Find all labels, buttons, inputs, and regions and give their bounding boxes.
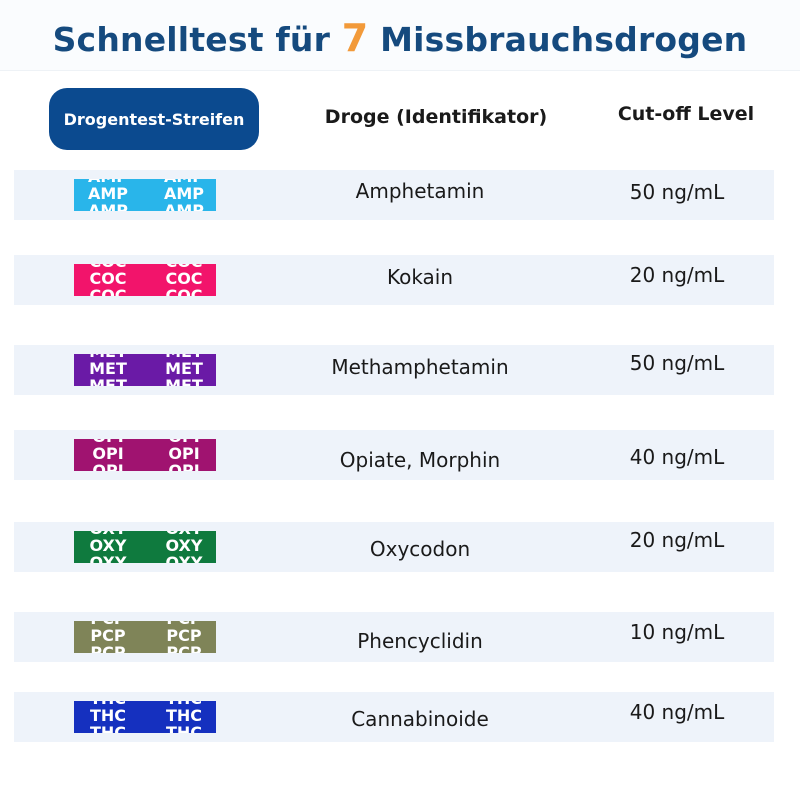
cutoff-value: 20 ng/mL bbox=[629, 263, 725, 287]
drug-name: Cannabinoide bbox=[351, 707, 489, 731]
strip-code-label: OXY bbox=[165, 536, 203, 555]
strip-code-label: COC bbox=[165, 286, 203, 297]
strip-code-label: COC bbox=[165, 269, 203, 288]
strip-code-label: OPI bbox=[92, 461, 124, 472]
strip-code-label: MET bbox=[77, 354, 139, 360]
drug-name: Methamphetamin bbox=[331, 355, 509, 379]
strip-code-label: AMP bbox=[87, 184, 129, 203]
title-prefix: Schnelltest für bbox=[52, 20, 342, 59]
strip-column-header: Drogentest-Streifen bbox=[49, 88, 259, 150]
strip-code-label: AMP bbox=[77, 179, 139, 185]
title-number: 7 bbox=[341, 16, 369, 60]
strip-code-label: MET bbox=[89, 359, 127, 378]
strip-code-label: MET bbox=[165, 359, 203, 378]
strip-code-label: PCP bbox=[77, 621, 139, 627]
page-title: Schnelltest für 7 Missbrauchsdrogen bbox=[0, 16, 800, 60]
strip-code-label: COC bbox=[89, 286, 127, 297]
strip-code-label: AMP bbox=[87, 201, 129, 212]
strip-code-label: COC bbox=[77, 264, 139, 270]
strip-code-label: MET bbox=[165, 376, 203, 387]
cutoff-value: 40 ng/mL bbox=[629, 700, 725, 724]
strip-code-label: THC bbox=[89, 706, 127, 725]
test-strip-oxy: OXYOXYOXYOXYOXYOXY bbox=[74, 531, 216, 563]
cutoff-column-header: Cut-off Level bbox=[617, 103, 755, 125]
strip-code-label: OXY bbox=[165, 553, 203, 564]
strip-code-label: PCP bbox=[153, 621, 215, 627]
strip-code-label: PCP bbox=[90, 643, 126, 654]
drug-name: Amphetamin bbox=[355, 179, 485, 203]
strip-code-label: OPI bbox=[168, 444, 200, 463]
title-bar bbox=[0, 0, 800, 71]
drug-name: Opiate, Morphin bbox=[339, 448, 501, 472]
strip-code-label: PCP bbox=[166, 626, 202, 645]
table-row: COCCOCCOCCOCCOCCOCKokain20 ng/mL bbox=[14, 255, 774, 305]
strip-code-label: OXY bbox=[89, 553, 127, 564]
test-strip-opi: OPIOPIOPIOPIOPIOPI bbox=[74, 439, 216, 471]
strip-code-label: PCP bbox=[166, 643, 202, 654]
strip-code-label: OXY bbox=[89, 536, 127, 555]
strip-code-label: COC bbox=[153, 264, 215, 270]
drug-column-header: Droge (Identifikator) bbox=[324, 106, 548, 128]
table-row: PCPPCPPCPPCPPCPPCPPhencyclidin10 ng/mL bbox=[14, 612, 774, 662]
strip-code-label: PCP bbox=[90, 626, 126, 645]
strip-code-label: OPI bbox=[77, 439, 139, 445]
test-strip-met: METMETMETMETMETMET bbox=[74, 354, 216, 386]
cutoff-value: 10 ng/mL bbox=[629, 620, 725, 644]
strip-code-label: AMP bbox=[153, 179, 215, 185]
drug-name: Oxycodon bbox=[369, 537, 471, 561]
strip-code-label: OPI bbox=[153, 439, 215, 445]
table-row: THCTHCTHCTHCTHCTHCCannabinoide40 ng/mL bbox=[14, 692, 774, 742]
cutoff-value: 50 ng/mL bbox=[629, 351, 725, 375]
test-strip-pcp: PCPPCPPCPPCPPCPPCP bbox=[74, 621, 216, 653]
strip-code-label: OPI bbox=[92, 444, 124, 463]
strip-code-label: COC bbox=[89, 269, 127, 288]
strip-code-label: OXY bbox=[77, 531, 139, 537]
strip-code-label: AMP bbox=[163, 201, 205, 212]
drug-name: Kokain bbox=[386, 265, 454, 289]
test-strip-coc: COCCOCCOCCOCCOCCOC bbox=[74, 264, 216, 296]
cutoff-value: 50 ng/mL bbox=[629, 180, 725, 204]
strip-code-label: THC bbox=[165, 706, 203, 725]
strip-code-label: THC bbox=[165, 723, 203, 734]
strip-code-label: THC bbox=[77, 701, 139, 707]
table-row: AMPAMPAMPAMPAMPAMPAmphetamin50 ng/mL bbox=[14, 170, 774, 220]
strip-code-label: OPI bbox=[168, 461, 200, 472]
test-strip-amp: AMPAMPAMPAMPAMPAMP bbox=[74, 179, 216, 211]
strip-code-label: THC bbox=[89, 723, 127, 734]
cutoff-value: 20 ng/mL bbox=[629, 528, 725, 552]
table-row: METMETMETMETMETMETMethamphetamin50 ng/mL bbox=[14, 345, 774, 395]
cutoff-value: 40 ng/mL bbox=[629, 445, 725, 469]
strip-code-label: OXY bbox=[153, 531, 215, 537]
table-row: OXYOXYOXYOXYOXYOXYOxycodon20 ng/mL bbox=[14, 522, 774, 572]
strip-code-label: MET bbox=[89, 376, 127, 387]
drug-name: Phencyclidin bbox=[357, 629, 483, 653]
strip-code-label: THC bbox=[153, 701, 215, 707]
test-strip-thc: THCTHCTHCTHCTHCTHC bbox=[74, 701, 216, 733]
strip-code-label: MET bbox=[153, 354, 215, 360]
title-suffix: Missbrauchsdrogen bbox=[368, 20, 748, 59]
strip-code-label: AMP bbox=[163, 184, 205, 203]
